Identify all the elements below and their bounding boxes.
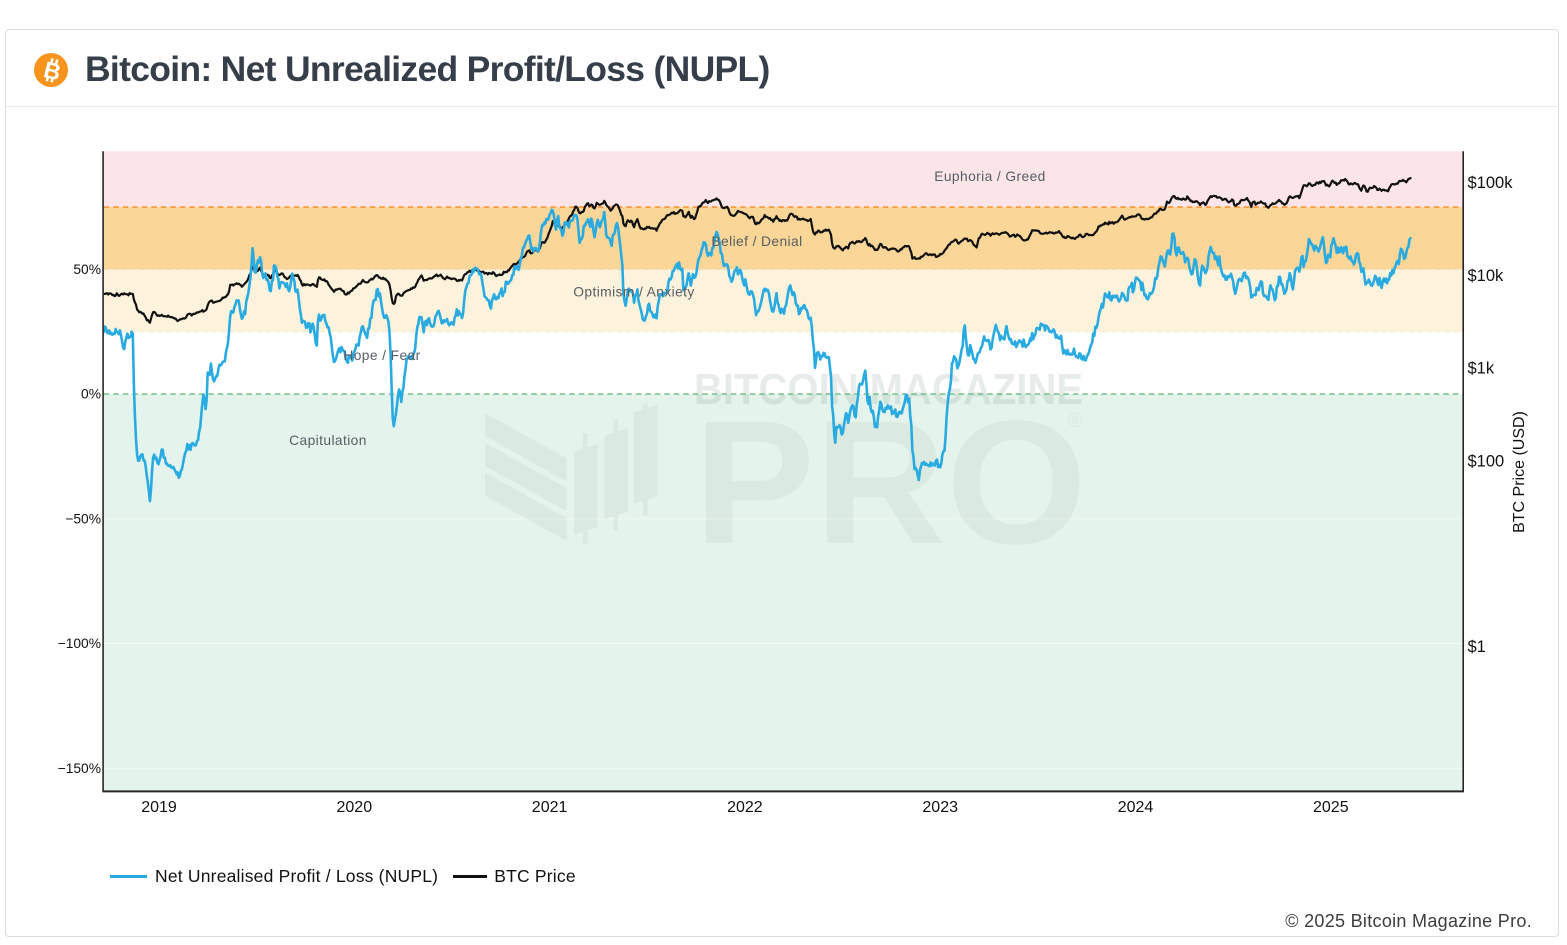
svg-text:2022: 2022 [727, 799, 763, 816]
svg-text:$100: $100 [1468, 452, 1505, 470]
svg-text:−150%: −150% [58, 761, 101, 776]
svg-text:$1: $1 [1468, 638, 1486, 656]
svg-text:Euphoria / Greed: Euphoria / Greed [934, 169, 1045, 184]
svg-text:BTC Price (USD): BTC Price (USD) [1511, 411, 1528, 533]
svg-text:$10k: $10k [1468, 267, 1505, 285]
svg-text:®: ® [1068, 410, 1083, 432]
svg-text:Hope / Fear: Hope / Fear [343, 348, 420, 363]
svg-text:2019: 2019 [141, 799, 177, 816]
svg-text:−100%: −100% [58, 636, 101, 651]
svg-text:Capitulation: Capitulation [289, 433, 367, 448]
svg-text:PRO: PRO [694, 385, 1087, 581]
svg-text:$1k: $1k [1468, 360, 1495, 378]
svg-text:2024: 2024 [1118, 799, 1154, 816]
svg-text:Belief / Denial: Belief / Denial [711, 234, 802, 249]
svg-text:2020: 2020 [337, 799, 373, 816]
svg-text:0%: 0% [81, 387, 101, 402]
svg-text:2023: 2023 [922, 799, 958, 816]
svg-text:Optimism / Anxiety: Optimism / Anxiety [573, 284, 694, 299]
svg-text:50%: 50% [73, 262, 101, 277]
svg-text:$100k: $100k [1468, 174, 1514, 192]
svg-text:−50%: −50% [65, 511, 101, 526]
svg-text:2025: 2025 [1313, 799, 1349, 816]
svg-text:2021: 2021 [532, 799, 568, 816]
